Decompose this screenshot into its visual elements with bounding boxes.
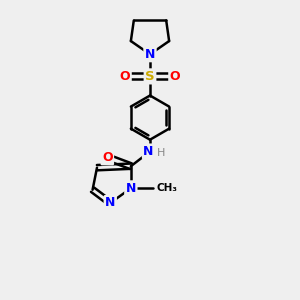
Text: CH₃: CH₃ [157, 183, 178, 193]
Text: O: O [102, 151, 112, 164]
Text: N: N [105, 196, 116, 209]
Text: N: N [143, 145, 154, 158]
Text: N: N [126, 182, 136, 195]
Text: H: H [157, 148, 165, 158]
Text: N: N [145, 48, 155, 61]
Text: S: S [145, 70, 155, 83]
Text: O: O [120, 70, 130, 83]
Text: O: O [170, 70, 180, 83]
